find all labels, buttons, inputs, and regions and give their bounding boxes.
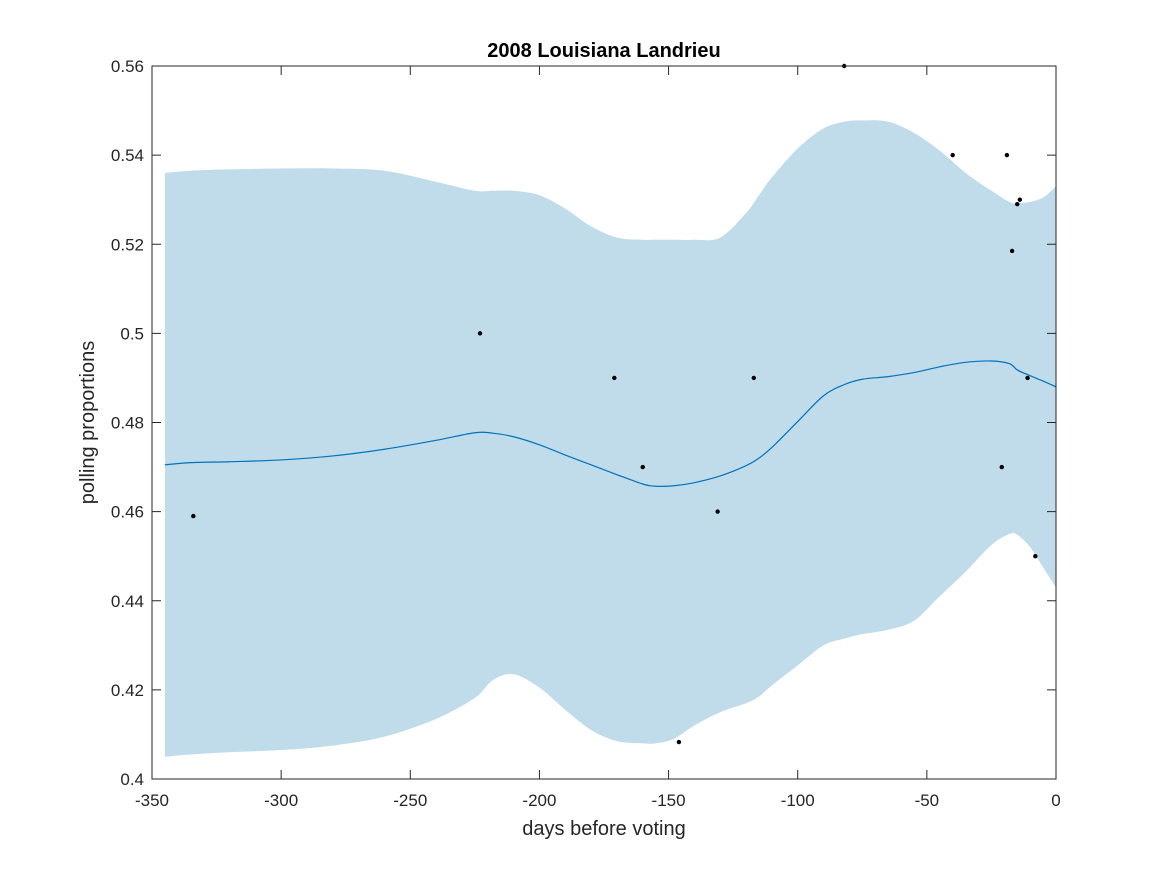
mean-line xyxy=(164,360,1057,487)
y-tick-label: 0.48 xyxy=(111,414,144,433)
data-point xyxy=(640,464,645,470)
x-tick-label: -250 xyxy=(393,791,427,810)
y-axis: 0.4 0.42 0.44 0.46 0.48 0.5 0.52 0.54 0.56 xyxy=(111,57,1056,789)
confidence-band xyxy=(164,120,1056,757)
data-point xyxy=(676,739,682,745)
y-tick-label: 0.5 xyxy=(120,324,144,343)
data-point xyxy=(1015,201,1020,207)
data-point xyxy=(1004,152,1010,158)
y-axis-label: polling proportions xyxy=(77,341,99,504)
x-tick-label: -350 xyxy=(135,791,169,810)
x-tick-label: -150 xyxy=(652,791,686,810)
y-tick-label: 0.42 xyxy=(111,681,144,700)
y-tick-label: 0.44 xyxy=(111,592,144,611)
data-point xyxy=(715,509,720,514)
data-point xyxy=(1025,375,1030,381)
data-point xyxy=(612,375,617,381)
x-tick-label: -300 xyxy=(264,791,298,810)
data-point xyxy=(1009,248,1015,254)
data-points xyxy=(191,63,1038,745)
y-tick-label: 0.52 xyxy=(111,235,144,254)
data-point xyxy=(477,331,483,336)
data-point xyxy=(751,375,757,381)
x-axis-label: days before voting xyxy=(522,818,685,840)
plot-area xyxy=(164,63,1057,757)
y-tick-label: 0.56 xyxy=(111,57,144,76)
data-point xyxy=(191,513,196,519)
data-point xyxy=(1033,553,1038,559)
data-point xyxy=(950,152,955,158)
x-tick-label: 0 xyxy=(1051,791,1060,810)
x-tick-label: -200 xyxy=(522,791,556,810)
x-axis: -350 -300 -250 -200 -150 -100 -50 0 xyxy=(135,66,1061,810)
x-tick-label: -100 xyxy=(781,791,815,810)
data-point xyxy=(999,464,1004,470)
y-tick-label: 0.54 xyxy=(111,146,144,165)
chart-title: 2008 Louisiana Landrieu xyxy=(487,40,720,62)
y-tick-label: 0.4 xyxy=(120,770,144,789)
y-tick-label: 0.46 xyxy=(111,503,144,522)
x-tick-label: -50 xyxy=(915,791,940,810)
data-point xyxy=(1017,197,1023,202)
